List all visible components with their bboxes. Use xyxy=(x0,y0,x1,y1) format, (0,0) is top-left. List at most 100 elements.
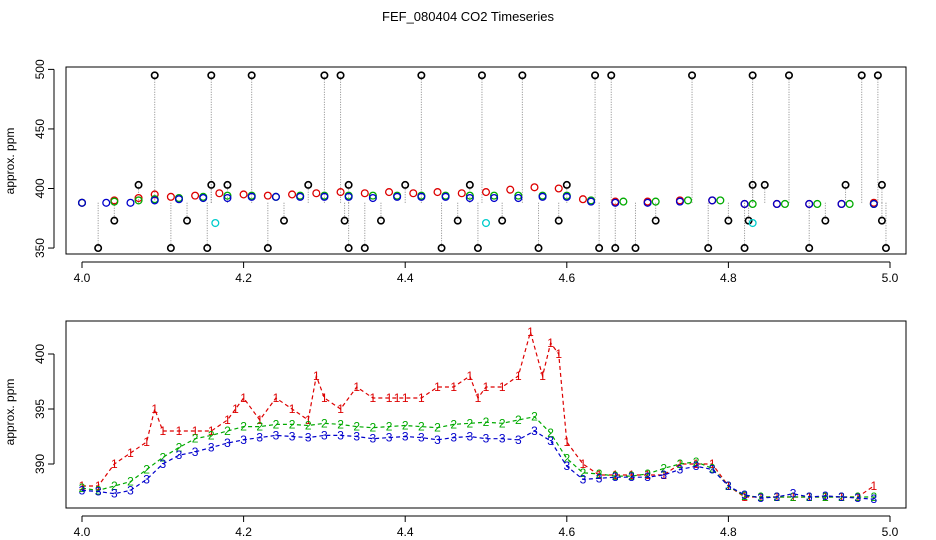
point-series-1: 1 xyxy=(515,369,522,383)
point-series-1: 1 xyxy=(208,424,215,438)
point-series-1 xyxy=(506,185,515,194)
point-series-1: 1 xyxy=(143,435,150,449)
point-reference xyxy=(304,180,313,189)
point-series-3: 3 xyxy=(563,459,570,473)
point-series-1 xyxy=(554,184,563,193)
point-series-1: 1 xyxy=(644,468,651,482)
point-series-3: 3 xyxy=(660,468,667,482)
point-reference xyxy=(401,180,410,189)
point-series-3: 3 xyxy=(192,445,199,459)
point-series-3: 3 xyxy=(208,441,215,455)
point-series-1: 1 xyxy=(127,446,134,460)
point-series-3 xyxy=(465,193,474,203)
point-series-3 xyxy=(441,192,450,201)
point-series-1 xyxy=(312,189,321,198)
point-series-1: 1 xyxy=(527,325,534,339)
bottom-y-tick-label: 400 xyxy=(33,344,47,364)
point-series-3 xyxy=(611,198,620,207)
point-series-2 xyxy=(845,199,854,209)
bottom-panel: approx. ppm 4.0 4.2 4.4 4.6 4.8 5.0390395400 … xyxy=(3,320,907,539)
point-series-2: 2 xyxy=(741,489,748,503)
point-series-1: 1 xyxy=(499,380,506,394)
point-series-2: 2 xyxy=(838,490,845,504)
point-series-3 xyxy=(174,195,184,204)
point-series-1: 1 xyxy=(386,391,393,405)
point-series-1 xyxy=(457,189,466,198)
point-series-1: 1 xyxy=(240,391,247,405)
point-series-3 xyxy=(417,192,426,201)
point-reference xyxy=(344,180,353,189)
point-series-2 xyxy=(748,199,757,209)
point-series-1: 1 xyxy=(353,380,360,394)
point-series-cyan xyxy=(211,218,220,228)
point-series-2: 2 xyxy=(402,419,409,433)
point-series-1 xyxy=(215,189,224,198)
point-series-1: 1 xyxy=(628,468,635,482)
bottom-y-tick-label: 390 xyxy=(33,454,47,474)
top-y-tick-label: 450 xyxy=(33,119,47,139)
point-series-3 xyxy=(837,199,846,209)
point-series-2: 2 xyxy=(192,432,199,446)
point-series-3 xyxy=(538,192,547,201)
point-series-3: 3 xyxy=(580,472,587,486)
point-series-3 xyxy=(490,193,499,203)
line-series-3 xyxy=(81,430,874,500)
point-reference xyxy=(857,71,866,80)
point-series-2: 2 xyxy=(434,421,441,435)
point-reference xyxy=(134,180,143,189)
point-series-3: 3 xyxy=(337,428,344,442)
top-y-tick-label: 350 xyxy=(33,238,47,258)
point-series-1: 1 xyxy=(256,413,263,427)
top-axes: 4.0 4.2 4.4 4.6 4.8 5.0 350 400 450 500 xyxy=(33,59,899,285)
point-series-1: 1 xyxy=(192,424,199,438)
point-series-3 xyxy=(869,199,878,209)
point-series-3: 3 xyxy=(725,479,732,493)
point-reference xyxy=(166,244,175,253)
point-reference xyxy=(376,216,385,225)
point-series-1 xyxy=(336,188,345,197)
point-series-1: 1 xyxy=(580,457,587,471)
point-series-1: 1 xyxy=(224,413,231,427)
point-series-3: 3 xyxy=(531,424,538,438)
point-series-1: 1 xyxy=(677,457,684,471)
point-series-2: 2 xyxy=(273,417,280,431)
point-series-1: 1 xyxy=(232,402,239,416)
point-series-3: 3 xyxy=(176,448,183,462)
point-series-3: 3 xyxy=(466,430,473,444)
bottom-x-tick-label: 4.0 xyxy=(74,525,91,539)
point-series-2: 2 xyxy=(822,490,829,504)
point-series-3: 3 xyxy=(289,430,296,444)
point-reference xyxy=(724,216,733,225)
point-reference xyxy=(704,244,713,253)
point-series-3: 3 xyxy=(386,431,393,445)
point-series-1: 1 xyxy=(434,380,441,394)
point-series-2: 2 xyxy=(531,410,538,424)
point-series-3: 3 xyxy=(854,491,861,505)
point-series-3 xyxy=(562,192,571,201)
point-reference xyxy=(877,216,886,225)
point-reference xyxy=(477,71,486,80)
bottom-plot-frame xyxy=(65,320,907,509)
point-series-cyan xyxy=(481,218,491,228)
point-series-2 xyxy=(490,191,499,200)
point-series-3 xyxy=(296,192,305,201)
point-series-1: 1 xyxy=(466,369,473,383)
point-series-3 xyxy=(772,199,781,209)
point-reference xyxy=(183,216,192,225)
point-reference xyxy=(805,244,814,253)
point-series-3: 3 xyxy=(870,492,877,506)
point-series-2: 2 xyxy=(677,457,684,471)
bottom-x-tick-label: 4.8 xyxy=(720,525,737,539)
point-series-2: 2 xyxy=(111,479,118,493)
point-series-1: 1 xyxy=(790,490,797,504)
point-series-2 xyxy=(368,191,377,200)
point-series-2 xyxy=(780,199,790,209)
point-reference xyxy=(498,216,507,225)
point-series-3 xyxy=(393,192,402,201)
point-reference xyxy=(784,71,793,80)
point-series-1 xyxy=(578,195,588,204)
point-reference xyxy=(465,180,474,189)
point-series-1: 1 xyxy=(79,479,86,493)
point-series-1 xyxy=(239,190,248,199)
point-reference xyxy=(841,180,850,189)
